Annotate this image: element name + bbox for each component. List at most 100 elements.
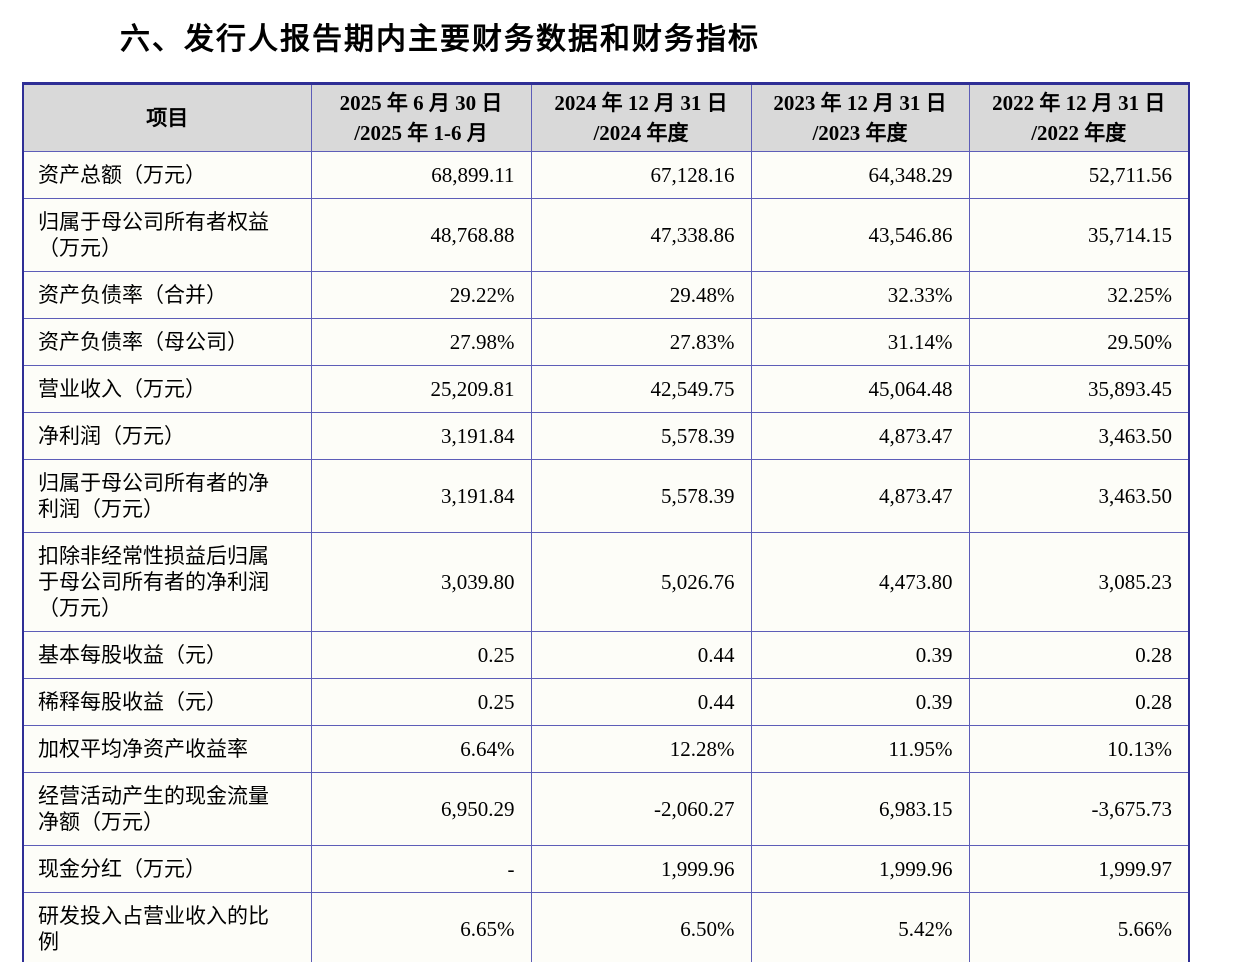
row-item-label: 资产总额（万元） xyxy=(22,151,312,199)
header-line: 项目 xyxy=(146,106,189,130)
row-value: 6,950.29 xyxy=(310,772,532,846)
row-value: -2,060.27 xyxy=(530,772,752,846)
header-cell-2023: 2023 年 12 月 31 日 /2023 年度 xyxy=(750,83,970,152)
table-row: 扣除非经常性损益后归属于母公司所有者的净利润（万元） 3,039.80 5,02… xyxy=(22,532,1190,632)
row-value: 0.39 xyxy=(750,631,970,679)
table-row: 资产总额（万元） 68,899.11 67,128.16 64,348.29 5… xyxy=(22,151,1190,199)
row-value: 1,999.96 xyxy=(530,845,752,893)
row-value: 10.13% xyxy=(968,725,1190,773)
row-item-label: 加权平均净资产收益率 xyxy=(22,725,312,773)
row-value: 3,191.84 xyxy=(310,459,532,533)
header-cell-2024: 2024 年 12 月 31 日 /2024 年度 xyxy=(530,83,752,152)
header-cell-2025: 2025 年 6 月 30 日 /2025 年 1-6 月 xyxy=(310,83,532,152)
table-header-row: 项目 2025 年 6 月 30 日 /2025 年 1-6 月 2024 年 … xyxy=(22,83,1190,152)
table-row: 基本每股收益（元） 0.25 0.44 0.39 0.28 xyxy=(22,631,1190,679)
row-value: 11.95% xyxy=(750,725,970,773)
table-row: 研发投入占营业收入的比例 6.65% 6.50% 5.42% 5.66% xyxy=(22,892,1190,962)
header-cell-item: 项目 xyxy=(22,83,312,152)
header-cell-2022: 2022 年 12 月 31 日 /2022 年度 xyxy=(968,83,1190,152)
financial-table: 项目 2025 年 6 月 30 日 /2025 年 1-6 月 2024 年 … xyxy=(22,82,1190,962)
row-item-label: 现金分红（万元） xyxy=(22,845,312,893)
table-row: 稀释每股收益（元） 0.25 0.44 0.39 0.28 xyxy=(22,678,1190,726)
row-value: 3,463.50 xyxy=(968,459,1190,533)
row-item-label: 经营活动产生的现金流量净额（万元） xyxy=(22,772,312,846)
row-value: 45,064.48 xyxy=(750,365,970,413)
table-row: 现金分红（万元） - 1,999.96 1,999.96 1,999.97 xyxy=(22,845,1190,893)
row-value: 6.50% xyxy=(530,892,752,962)
page-title: 六、发行人报告期内主要财务数据和财务指标 xyxy=(120,23,760,56)
row-value: 12.28% xyxy=(530,725,752,773)
header-line: /2022 年度 xyxy=(1031,121,1127,145)
row-value: 64,348.29 xyxy=(750,151,970,199)
row-value: 6.65% xyxy=(310,892,532,962)
header-line: 2022 年 12 月 31 日 xyxy=(992,91,1166,115)
row-value: 4,873.47 xyxy=(750,412,970,460)
row-value: 5.66% xyxy=(968,892,1190,962)
row-item-label: 稀释每股收益（元） xyxy=(22,678,312,726)
table-row: 经营活动产生的现金流量净额（万元） 6,950.29 -2,060.27 6,9… xyxy=(22,772,1190,846)
row-value: 32.25% xyxy=(968,271,1190,319)
header-line: 2023 年 12 月 31 日 xyxy=(773,91,947,115)
header-line: /2024 年度 xyxy=(593,121,689,145)
row-value: 67,128.16 xyxy=(530,151,752,199)
row-value: 29.48% xyxy=(530,271,752,319)
row-value: 0.28 xyxy=(968,678,1190,726)
row-value: 29.22% xyxy=(310,271,532,319)
row-value: 27.83% xyxy=(530,318,752,366)
table-row: 归属于母公司所有者的净利润（万元） 3,191.84 5,578.39 4,87… xyxy=(22,459,1190,533)
row-item-label: 扣除非经常性损益后归属于母公司所有者的净利润（万元） xyxy=(22,532,312,632)
row-value: 0.25 xyxy=(310,631,532,679)
row-value: 4,473.80 xyxy=(750,532,970,632)
table-body: 资产总额（万元） 68,899.11 67,128.16 64,348.29 5… xyxy=(22,151,1190,962)
row-value: 0.39 xyxy=(750,678,970,726)
row-value: 43,546.86 xyxy=(750,198,970,272)
row-value: -3,675.73 xyxy=(968,772,1190,846)
row-value: 3,463.50 xyxy=(968,412,1190,460)
row-item-label: 研发投入占营业收入的比例 xyxy=(22,892,312,962)
header-line: 2024 年 12 月 31 日 xyxy=(554,91,728,115)
row-value: 52,711.56 xyxy=(968,151,1190,199)
header-line: 2025 年 6 月 30 日 xyxy=(339,91,503,115)
row-value: 68,899.11 xyxy=(310,151,532,199)
row-value: 1,999.96 xyxy=(750,845,970,893)
row-item-label: 基本每股收益（元） xyxy=(22,631,312,679)
row-value: 4,873.47 xyxy=(750,459,970,533)
row-value: - xyxy=(310,845,532,893)
table-row: 营业收入（万元） 25,209.81 42,549.75 45,064.48 3… xyxy=(22,365,1190,413)
row-value: 0.28 xyxy=(968,631,1190,679)
row-item-label: 资产负债率（母公司） xyxy=(22,318,312,366)
row-item-label: 净利润（万元） xyxy=(22,412,312,460)
row-value: 35,714.15 xyxy=(968,198,1190,272)
row-value: 3,191.84 xyxy=(310,412,532,460)
row-value: 48,768.88 xyxy=(310,198,532,272)
row-value: 3,085.23 xyxy=(968,532,1190,632)
row-item-label: 资产负债率（合并） xyxy=(22,271,312,319)
row-value: 5,026.76 xyxy=(530,532,752,632)
table-row: 加权平均净资产收益率 6.64% 12.28% 11.95% 10.13% xyxy=(22,725,1190,773)
row-value: 5,578.39 xyxy=(530,412,752,460)
table-row: 归属于母公司所有者权益（万元） 48,768.88 47,338.86 43,5… xyxy=(22,198,1190,272)
row-item-label: 归属于母公司所有者权益（万元） xyxy=(22,198,312,272)
header-line: /2023 年度 xyxy=(812,121,908,145)
row-item-label: 营业收入（万元） xyxy=(22,365,312,413)
row-value: 42,549.75 xyxy=(530,365,752,413)
row-value: 0.44 xyxy=(530,678,752,726)
row-value: 47,338.86 xyxy=(530,198,752,272)
row-value: 3,039.80 xyxy=(310,532,532,632)
row-value: 31.14% xyxy=(750,318,970,366)
row-value: 1,999.97 xyxy=(968,845,1190,893)
header-line: /2025 年 1-6 月 xyxy=(354,121,488,145)
row-value: 27.98% xyxy=(310,318,532,366)
row-value: 32.33% xyxy=(750,271,970,319)
table-row: 资产负债率（合并） 29.22% 29.48% 32.33% 32.25% xyxy=(22,271,1190,319)
row-value: 35,893.45 xyxy=(968,365,1190,413)
row-value: 0.44 xyxy=(530,631,752,679)
row-value: 25,209.81 xyxy=(310,365,532,413)
row-value: 6.64% xyxy=(310,725,532,773)
row-value: 5,578.39 xyxy=(530,459,752,533)
row-value: 6,983.15 xyxy=(750,772,970,846)
table-row: 资产负债率（母公司） 27.98% 27.83% 31.14% 29.50% xyxy=(22,318,1190,366)
row-item-label: 归属于母公司所有者的净利润（万元） xyxy=(22,459,312,533)
row-value: 5.42% xyxy=(750,892,970,962)
